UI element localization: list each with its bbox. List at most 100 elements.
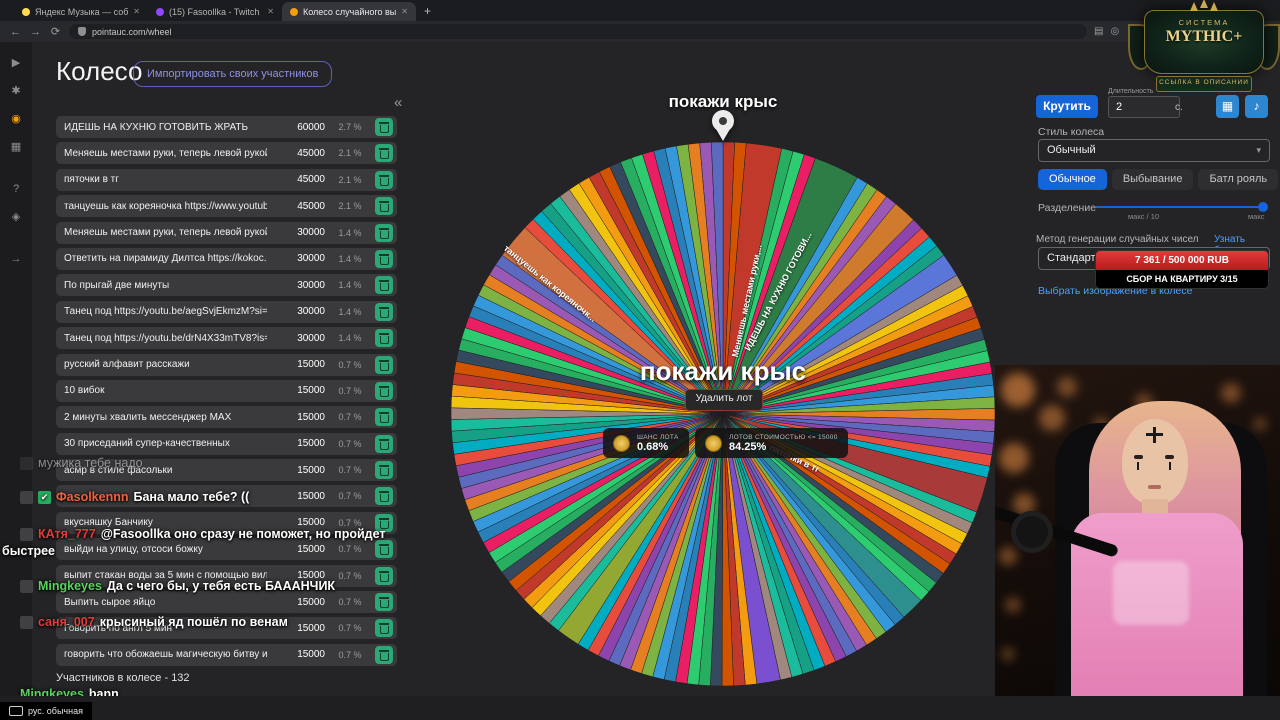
forward-icon[interactable]: →	[30, 25, 41, 38]
emblem-core	[1144, 10, 1264, 74]
delete-lot-icon-button[interactable]	[375, 434, 393, 453]
collapse-list-icon[interactable]: «	[394, 94, 403, 111]
lot-row[interactable]: Ответить на пирамиду Дилтса https://koko…	[56, 247, 397, 270]
lot-row[interactable]: 30 приседаний супер-качественных 15000 0.7…	[56, 432, 397, 455]
lot-row[interactable]: Танец под https://youtu.be/drN4X33mTV8?i…	[56, 327, 397, 350]
chat-message: Mingkeyes Да с чего бы, у тебя есть БАААН…	[20, 579, 335, 593]
delete-lot-icon-button[interactable]	[375, 487, 393, 506]
lot-row[interactable]: танцуешь как кореяночка https://www.yout…	[56, 195, 397, 218]
lot-name: По прыгай две минуты	[64, 279, 170, 291]
duration-input[interactable]: 2	[1108, 96, 1180, 118]
wheel-mode-tab[interactable]: Выбывание	[1111, 169, 1194, 190]
wheel-pointer-icon	[711, 110, 735, 144]
music-button[interactable]: ♪	[1245, 95, 1268, 118]
lot-row[interactable]: выпит стакан воды за 5 мин с помощью вил…	[56, 564, 397, 587]
wheel-image-link[interactable]: Выбрать изображение в колесе	[1038, 285, 1193, 297]
cards-icon[interactable]: ▦	[10, 141, 22, 153]
wheel-style-select[interactable]: Обычный ▾	[1038, 139, 1270, 162]
delete-lot-icon-button[interactable]	[375, 249, 393, 268]
zoom-icon[interactable]: ◎	[1110, 26, 1120, 37]
chat-badge-icon	[20, 615, 33, 629]
split-slider-knob[interactable]	[1258, 202, 1268, 212]
delete-lot-icon-button[interactable]	[375, 461, 393, 480]
settings-gear-icon[interactable]: ✱	[11, 85, 21, 97]
lot-row[interactable]: 2 минуты хвалить мессенджер MAX 15000 0.7 …	[56, 406, 397, 429]
delete-lot-icon-button[interactable]	[375, 381, 393, 400]
new-tab-button[interactable]: +	[424, 4, 432, 18]
donation-caption: СБОР НА КВАРТИРУ 3/15	[1096, 270, 1268, 288]
delete-lot-icon-button[interactable]	[375, 118, 393, 136]
lot-row[interactable]: ИДЕШЬ НА КУХНЮ ГОТОВИТЬ ЖРАТЬ 60000 2.7 %	[56, 116, 397, 138]
delete-lot-icon-button[interactable]	[375, 329, 393, 348]
lot-row[interactable]: Меняешь местами руки, теперь левой рукой…	[56, 221, 397, 244]
delete-lot-icon-button[interactable]	[375, 223, 393, 242]
reading-list-icon[interactable]: ▤	[1094, 26, 1104, 37]
lot-chance-value: 0.68%	[637, 440, 669, 453]
lot-chance-caption: ШАНС ЛОТА	[637, 433, 679, 441]
wheel-mode-tab[interactable]: Батл рояль	[1198, 169, 1279, 190]
lot-row[interactable]: 10 вибок 15000 0.7 %	[56, 379, 397, 402]
lot-row[interactable]: Выпить сырое яйцо 15000 0.7 %	[56, 591, 397, 614]
keyboard-language-badge: рус. обычная	[0, 702, 92, 720]
help-icon[interactable]: ?	[12, 183, 20, 195]
back-icon[interactable]: ←	[10, 25, 21, 38]
lot-row[interactable]: говорить что обожаешь магическую битву и…	[56, 643, 397, 666]
lot-name: вкусняшку Банчику	[64, 517, 153, 529]
chat-message: мужика тебе надо	[20, 456, 143, 470]
tab-close-icon[interactable]: ✕	[267, 7, 274, 16]
delete-lot-icon-button[interactable]	[375, 302, 393, 321]
delete-lot-icon-button[interactable]	[375, 144, 393, 163]
address-bar[interactable]: pointauc.com/wheel	[69, 24, 1087, 39]
delete-lot-icon-button[interactable]	[375, 593, 393, 612]
lot-value: 15000	[297, 411, 325, 423]
lot-name: выпит стакан воды за 5 мин с помощью вил…	[64, 570, 267, 582]
reload-icon[interactable]: ⟳	[50, 26, 61, 38]
lot-row[interactable]: Меняешь местами руки, теперь левой рукой…	[56, 142, 397, 165]
lot-row[interactable]: пяточки в тг 45000 2.1 %	[56, 168, 397, 191]
delete-lot-icon-button[interactable]	[375, 355, 393, 374]
cursor-icon[interactable]: ▶	[11, 57, 21, 69]
tab-close-icon[interactable]: ✕	[401, 7, 408, 16]
shield-icon[interactable]: ◈	[11, 211, 21, 223]
chat-text: быстрее	[2, 544, 56, 558]
lot-row[interactable]: 15000 0.7 %	[56, 485, 397, 508]
delete-lot-icon-button[interactable]	[375, 619, 393, 638]
lot-row[interactable]: асмр в стиле фасольки 15000 0.7 %	[56, 459, 397, 482]
tab-yandex-music[interactable]: Яндекс Музыка — собираем... ✕	[14, 2, 148, 21]
spin-button[interactable]: Крутить	[1036, 95, 1098, 118]
tab-wheel[interactable]: Колесо случайного выбора ✕	[282, 2, 416, 21]
chat-username: саня_007	[38, 615, 95, 629]
lot-row[interactable]: русский алфавит расскажи 15000 0.7 %	[56, 353, 397, 376]
delete-lot-icon-button[interactable]	[375, 276, 393, 295]
delete-lot-icon-button[interactable]	[375, 540, 393, 559]
donation-widget: 7 361 / 500 000 RUB СБОР НА КВАРТИРУ 3/1…	[1096, 251, 1268, 288]
delete-lot-icon-button[interactable]	[375, 197, 393, 216]
lot-row[interactable]: выйди на улицу, отсоси божку 15000 0.7 %	[56, 538, 397, 561]
lot-row[interactable]: Говорить по англ 5 мин 15000 0.7 %	[56, 617, 397, 640]
chat-text: Бана мало тебе? ((	[133, 490, 250, 504]
grid-view-button[interactable]: ▦	[1216, 95, 1239, 118]
wheel-mode-tab[interactable]: Обычное	[1038, 169, 1107, 190]
split-max-label: макс	[1248, 212, 1265, 221]
lot-percent: 0.7 %	[338, 465, 362, 476]
delete-lot-icon-button[interactable]	[375, 408, 393, 427]
face-paint-tear	[1137, 462, 1139, 470]
tab-close-icon[interactable]: ✕	[133, 7, 140, 16]
import-participants-button[interactable]: Импортировать своих участников	[133, 61, 333, 87]
delete-lot-icon-button[interactable]	[375, 513, 393, 532]
delete-lot-icon-button[interactable]	[375, 170, 393, 189]
tab-twitch[interactable]: (15) Fasoollka - Twitch ✕	[148, 2, 282, 21]
split-hint: макс / 10	[1128, 212, 1160, 221]
overlay-line3: ССЫЛКА В ОПИСАНИИ	[1156, 76, 1252, 92]
logout-icon[interactable]: →	[10, 253, 22, 265]
wheel-icon[interactable]: ◉	[11, 113, 21, 125]
delete-lot-icon-button[interactable]	[375, 566, 393, 585]
lot-row[interactable]: Танец под https://youtu.be/aegSvjEkmzM?s…	[56, 300, 397, 323]
lot-row[interactable]: По прыгай две минуты 30000 1.4 %	[56, 274, 397, 297]
lot-row[interactable]: вкусняшку Банчику 15000 0.7 %	[56, 511, 397, 534]
face-paint-cross	[1146, 433, 1163, 436]
delete-lot-button[interactable]: Удалить лот	[685, 389, 763, 411]
delete-lot-icon-button[interactable]	[375, 645, 393, 664]
lot-percent: 1.4 %	[338, 280, 362, 291]
